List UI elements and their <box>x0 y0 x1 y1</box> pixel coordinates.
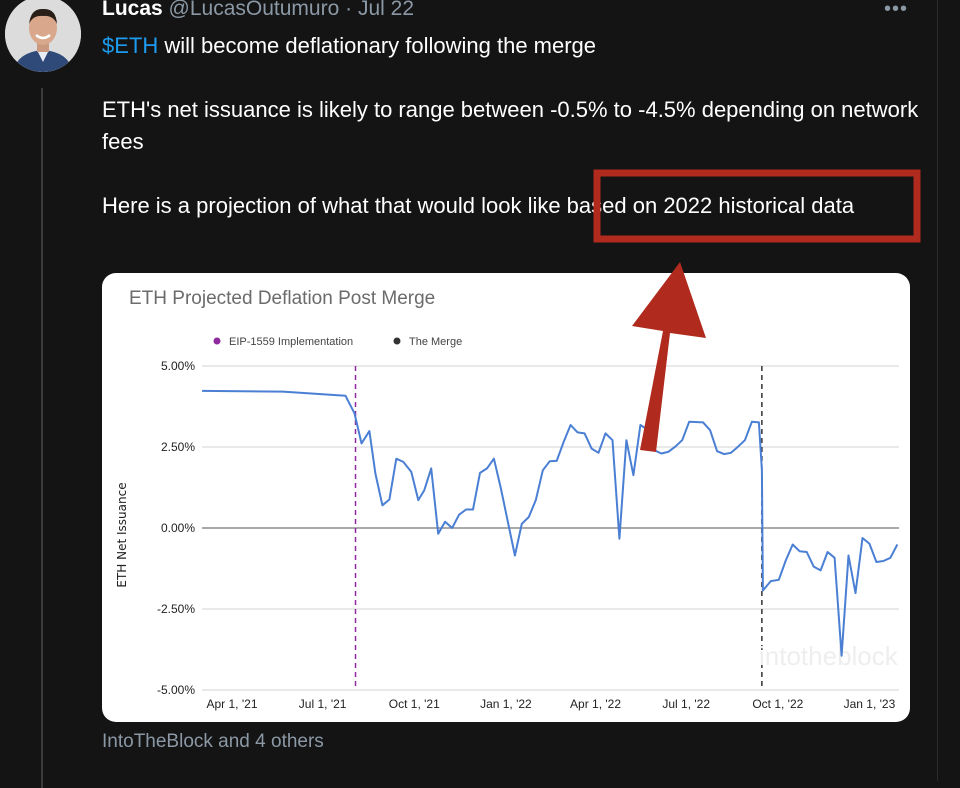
tweet-text: $ETH will become deflationary following … <box>102 30 922 254</box>
line-chart: ETH Projected Deflation Post Merge EIP-1… <box>115 288 899 711</box>
tweet-paragraph-2: ETH's net issuance is likely to range be… <box>102 97 919 154</box>
y-tick-label: 2.50% <box>161 440 195 454</box>
x-tick-label: Jul 1, '22 <box>662 697 710 711</box>
y-tick-label: 0.00% <box>161 521 195 535</box>
series-line <box>202 389 899 657</box>
x-tick-label: Oct 1, '22 <box>752 697 803 711</box>
tweet-line-1-text: will become deflationary following the m… <box>158 33 597 58</box>
avatar[interactable] <box>5 0 81 72</box>
x-tick-label: Jul 1, '21 <box>299 697 347 711</box>
y-axis-title: ETH Net Issuance <box>115 482 129 587</box>
y-axis-ticks: 5.00% 2.50% 0.00% -2.50% -5.00% <box>157 359 195 697</box>
x-tick-label: Jan 1, '22 <box>480 697 532 711</box>
tagged-users-link[interactable]: IntoTheBlock and 4 others <box>102 731 324 752</box>
chart-title: ETH Projected Deflation Post Merge <box>129 288 435 309</box>
x-axis-ticks: Apr 1, '21 Jul 1, '21 Oct 1, '21 Jan 1, '22… <box>207 697 896 711</box>
y-tick-label: -5.00% <box>157 683 195 697</box>
chart-grid <box>202 365 899 691</box>
tweet-date[interactable]: Jul 22 <box>357 0 415 20</box>
author-name[interactable]: Lucas <box>102 0 163 20</box>
chart-image-card[interactable]: ETH Projected Deflation Post Merge EIP-1… <box>102 273 910 722</box>
x-tick-label: Apr 1, '21 <box>207 697 258 711</box>
legend-dot <box>393 337 401 345</box>
author-handle[interactable]: @LucasOutumuro <box>168 0 340 20</box>
x-tick-label: Jan 1, '23 <box>844 697 896 711</box>
avatar-photo-icon <box>5 0 81 72</box>
x-tick-label: Apr 1, '22 <box>570 697 621 711</box>
separator: · <box>345 0 353 20</box>
tweet-line-1: $ETH will become deflationary following … <box>102 30 922 62</box>
cashtag-link[interactable]: $ETH <box>102 33 159 58</box>
thread-connector-line <box>41 88 43 788</box>
x-tick-label: Oct 1, '21 <box>389 697 440 711</box>
legend-label: EIP-1559 Implementation <box>229 336 353 348</box>
timeline-border <box>937 0 938 781</box>
legend-dot <box>213 337 221 345</box>
tweet-header: Lucas @LucasOutumuro · Jul 22 <box>102 0 414 21</box>
chart-legend: EIP-1559 Implementation The Merge <box>213 336 462 348</box>
y-tick-label: 5.00% <box>161 359 195 373</box>
y-tick-label: -2.50% <box>157 602 195 616</box>
legend-label: The Merge <box>409 336 462 348</box>
tweet-paragraph-3: Here is a projection of what that would … <box>102 193 855 218</box>
watermark-logo: intotheblock <box>759 641 899 671</box>
more-options-icon[interactable]: ••• <box>884 0 909 20</box>
